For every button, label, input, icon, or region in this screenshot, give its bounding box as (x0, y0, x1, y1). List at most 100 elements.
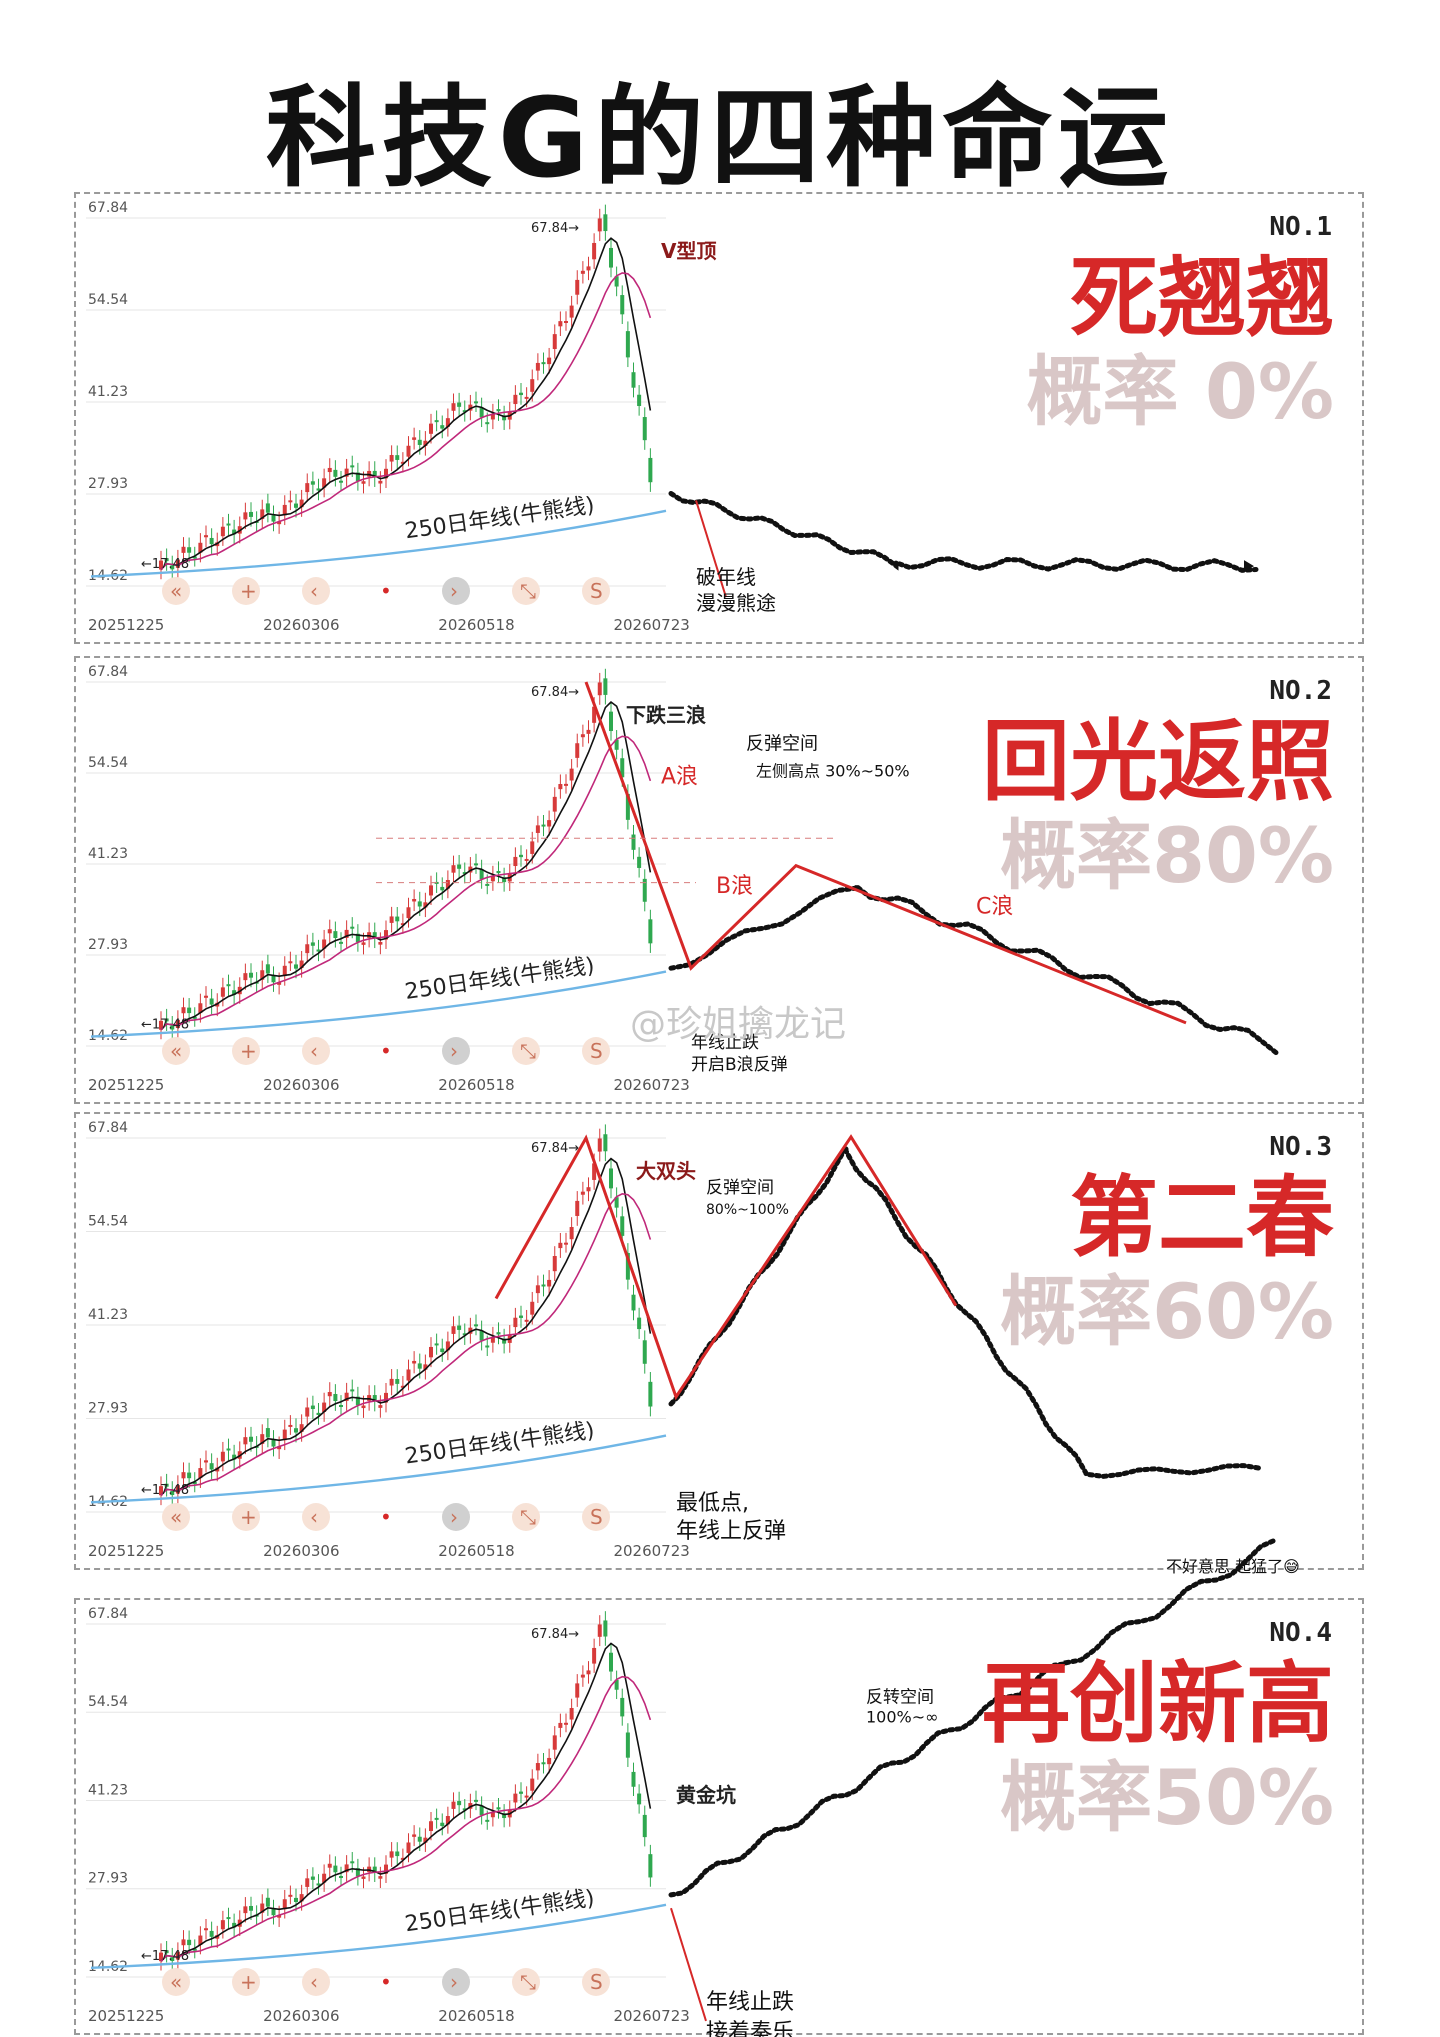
plus-icon[interactable]: + (232, 1968, 260, 1996)
expand-icon[interactable]: ⤡ (512, 1503, 540, 1531)
s-icon[interactable]: S (582, 1503, 610, 1531)
candle-body (592, 1647, 597, 1664)
candle-body (440, 425, 445, 429)
s-icon[interactable]: S (582, 577, 610, 605)
chevron-left-icon[interactable]: ‹ (302, 1968, 330, 1996)
candle-body (355, 1396, 360, 1406)
candle-body (496, 1332, 501, 1335)
chevron-left-icon[interactable]: ‹ (302, 1503, 330, 1531)
candle-body (209, 537, 214, 545)
candle-body (603, 678, 608, 695)
candle-body (474, 1324, 478, 1327)
chevron-right-icon[interactable]: › (442, 1503, 470, 1531)
scenario-probability: 概率 0% (1026, 347, 1335, 436)
y-tick-label: 67.84 (88, 1606, 128, 1622)
candle-body (226, 984, 231, 987)
chevron-right-icon[interactable]: › (442, 1968, 470, 1996)
svg-text:«: « (170, 1970, 182, 1994)
candle-body (620, 1697, 625, 1717)
high-price-label: 67.84→ (531, 685, 579, 700)
candle-body (400, 1385, 405, 1388)
plus-icon[interactable]: + (232, 577, 260, 605)
ma-250-line (90, 1903, 667, 1970)
low-price-label: ←17.48 (141, 557, 189, 572)
s-icon[interactable]: S (582, 1968, 610, 1996)
plus-icon[interactable]: + (232, 1037, 260, 1065)
expand-icon[interactable]: ⤡ (512, 1968, 540, 1996)
dot-icon[interactable]: • (372, 1037, 400, 1065)
svg-text:«: « (170, 579, 182, 603)
candle-body (620, 1216, 625, 1236)
double-left-icon[interactable]: « (162, 1037, 190, 1065)
plus-icon[interactable]: + (232, 1503, 260, 1531)
candle-body (260, 509, 265, 520)
candle-body (552, 1256, 557, 1272)
candle-body (609, 1652, 613, 1672)
candle-body (541, 1762, 546, 1765)
candle-body (327, 1863, 332, 1868)
candle-body (535, 1285, 540, 1294)
expand-icon[interactable]: ⤡ (512, 1037, 540, 1065)
candle-body (327, 1392, 332, 1397)
high-price-label: 67.84→ (531, 1141, 579, 1156)
y-tick-label: 41.23 (88, 384, 128, 400)
note-keep-going: 接着奏乐 (706, 2020, 794, 2037)
candle-body (187, 1007, 192, 1014)
candle-body (187, 1472, 192, 1479)
candle-body (170, 1957, 175, 1961)
candle-body (479, 1805, 484, 1816)
chevron-left-icon[interactable]: ‹ (302, 577, 330, 605)
page-title: 科技G的四种命运 (265, 74, 1175, 202)
candle-body (468, 404, 473, 411)
double-left-icon[interactable]: « (162, 577, 190, 605)
candle-body (299, 1424, 304, 1432)
double-left-icon[interactable]: « (162, 1968, 190, 1996)
candle-body (389, 1851, 394, 1858)
candle-body (305, 1407, 310, 1417)
candle-body (519, 854, 523, 858)
x-tick-label: 20251225 (88, 2007, 164, 2025)
candle-body (378, 1876, 383, 1879)
candle-body (417, 439, 422, 445)
candle-body (355, 1868, 360, 1877)
candle-body (389, 455, 394, 462)
candle-body (648, 1854, 653, 1878)
candle-body (271, 975, 276, 983)
x-tick-label: 20251225 (88, 1076, 164, 1094)
candle-body (485, 422, 490, 425)
candle-body (485, 1819, 490, 1822)
annot-arrow (670, 1907, 707, 2022)
candle-body (631, 834, 636, 850)
candle-body (479, 1330, 484, 1341)
scenario-probability: 概率50% (1000, 1753, 1334, 1842)
chevron-right-icon[interactable]: › (442, 577, 470, 605)
candle-body (597, 1138, 602, 1152)
candle-body (192, 1482, 197, 1485)
candle-body (181, 1007, 186, 1014)
candle-body (445, 418, 450, 427)
candle-body (575, 743, 580, 758)
label-wave-b: B浪 (716, 874, 753, 899)
candle-body (631, 1294, 636, 1311)
s-icon[interactable]: S (582, 1037, 610, 1065)
dot-icon[interactable]: • (372, 1968, 400, 1996)
y-tick-label: 54.54 (88, 1694, 128, 1710)
chevron-right-icon[interactable]: › (442, 1037, 470, 1065)
dot-icon[interactable]: • (372, 1503, 400, 1531)
y-tick-label: 27.93 (88, 937, 128, 953)
candle-body (372, 1866, 377, 1873)
candle-body (642, 417, 647, 441)
dot-icon[interactable]: • (372, 577, 400, 605)
y-tick-label: 67.84 (88, 200, 128, 216)
scenario-number: NO.1 (1269, 212, 1332, 242)
chevron-left-icon[interactable]: ‹ (302, 1037, 330, 1065)
double-left-icon[interactable]: « (162, 1503, 190, 1531)
expand-icon[interactable]: ⤡ (512, 577, 540, 605)
svg-text:›: › (450, 579, 458, 603)
x-tick-label: 20260306 (263, 616, 339, 634)
candle-body (519, 1315, 523, 1318)
candle-body (490, 1336, 495, 1343)
candle-body (609, 247, 613, 268)
candle-body (417, 901, 422, 907)
